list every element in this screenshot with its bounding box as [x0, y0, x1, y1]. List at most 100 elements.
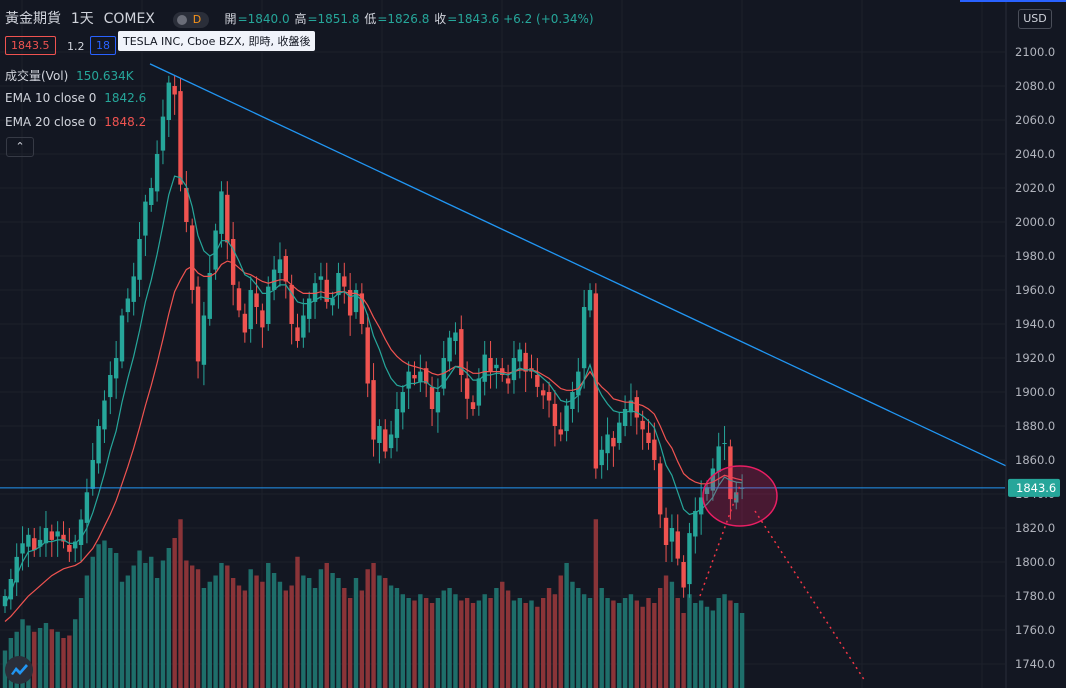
candle-body: [628, 400, 634, 413]
candle-body: [37, 539, 43, 547]
candle-body: [739, 487, 745, 489]
ema10-legend[interactable]: EMA 10 close 0 1842.6: [5, 91, 146, 105]
chevron-up-icon: ⌃: [15, 140, 25, 153]
candle-body: [552, 403, 558, 426]
candle-body: [482, 354, 487, 382]
volume-bar: [377, 575, 382, 688]
volume-bar: [67, 635, 72, 688]
volume-bar: [102, 540, 107, 688]
candle-body: [406, 371, 411, 389]
volume-bar: [570, 581, 575, 688]
tradingview-logo-icon[interactable]: [5, 656, 33, 684]
candle-body: [605, 434, 610, 454]
volume-bar: [371, 563, 376, 688]
price-tick-label: 2100.0: [1015, 45, 1055, 59]
symbol-name: 黃金期貨: [5, 11, 61, 27]
candle-body: [43, 528, 49, 544]
candle-body: [546, 392, 552, 401]
collapse-legend-button[interactable]: ⌃: [6, 137, 34, 157]
candle-body: [435, 392, 441, 413]
symbol-tooltip: TESLA INC, Cboe BZX, 即時, 收盤後: [118, 31, 316, 51]
volume-bar: [330, 573, 335, 688]
bid-price-button[interactable]: 1843.5: [5, 36, 56, 55]
candle-body: [611, 437, 616, 447]
volume-bar: [90, 556, 95, 688]
close-value: =1843.6 +6.2 (+0.34%): [447, 12, 594, 26]
ema20-legend[interactable]: EMA 20 close 0 1848.2: [5, 115, 146, 129]
candle-body: [359, 293, 365, 324]
candle-body: [301, 315, 306, 338]
volume-bar: [634, 600, 639, 688]
candle-body: [587, 290, 593, 311]
volume-bar: [283, 590, 288, 688]
candle-body: [102, 400, 107, 430]
volume-bar: [500, 581, 505, 688]
spread-value: 1.2: [67, 40, 85, 53]
ema10-value: 1842.6: [104, 91, 147, 105]
candle-body: [347, 290, 353, 316]
candle-body: [8, 579, 14, 600]
ohlc-values: 開=1840.0 高=1851.8 低=1826.8 收=1843.6 +6.2…: [225, 12, 595, 26]
candle-body: [517, 349, 522, 362]
volume-bar: [219, 563, 224, 688]
candle-body: [131, 276, 136, 302]
candle-body: [119, 315, 125, 362]
candle-body: [336, 273, 341, 296]
price-tick-label: 2020.0: [1015, 181, 1055, 195]
volume-bar: [301, 575, 306, 688]
volume-bar: [488, 598, 493, 688]
interval-label[interactable]: 1天: [70, 11, 94, 27]
volume-bar: [511, 600, 517, 688]
volume-bar: [383, 578, 388, 688]
volume-bar: [605, 598, 610, 688]
candle-body: [277, 259, 283, 273]
market-status-toggle[interactable]: D: [172, 11, 209, 28]
volume-bar: [558, 575, 563, 688]
candle-body: [698, 497, 704, 515]
currency-button[interactable]: USD: [1018, 9, 1052, 29]
candle-body: [324, 279, 329, 302]
candle-body: [669, 528, 675, 542]
volume-bar: [622, 598, 628, 688]
candle-body: [447, 337, 452, 362]
volume-bar: [84, 575, 90, 688]
volume-bar: [441, 590, 446, 688]
volume-bar: [184, 560, 189, 688]
projection-line: [699, 485, 741, 597]
volume-bar: [628, 594, 634, 688]
candle-body: [581, 307, 587, 369]
open-label: 開: [224, 12, 237, 26]
candle-body: [541, 390, 546, 396]
volume-bar: [552, 594, 558, 688]
volume-bar: [248, 569, 253, 688]
volume-bar: [716, 598, 721, 688]
volume-legend[interactable]: 成交量(Vol) 150.634K: [5, 67, 134, 84]
volume-bar: [406, 598, 411, 688]
volume-bar: [546, 588, 552, 688]
volume-bar: [178, 519, 183, 688]
last-price-label: 1843.6: [1016, 481, 1056, 495]
ask-price-button[interactable]: 18: [90, 36, 116, 55]
candle-body: [67, 545, 72, 552]
candle-body: [160, 116, 166, 151]
ema20-value: 1848.2: [104, 115, 147, 129]
volume-bar: [37, 628, 43, 688]
volume-bar: [119, 581, 125, 688]
candle-body: [78, 519, 84, 545]
candle-body: [149, 188, 154, 205]
price-tick-label: 1800.0: [1015, 555, 1055, 569]
candle-body: [394, 409, 400, 438]
projection-line: [754, 510, 866, 682]
trendline: [149, 63, 1009, 468]
volume-bar: [698, 600, 704, 688]
volume-bar: [728, 600, 733, 688]
high-label: 高: [294, 12, 307, 26]
volume-bar: [260, 581, 265, 688]
volume-bar: [271, 573, 277, 688]
status-dot-icon: [176, 14, 187, 25]
candle-body: [248, 290, 253, 330]
candle-body: [49, 531, 54, 540]
ema20-label: EMA 20 close 0: [5, 115, 97, 129]
